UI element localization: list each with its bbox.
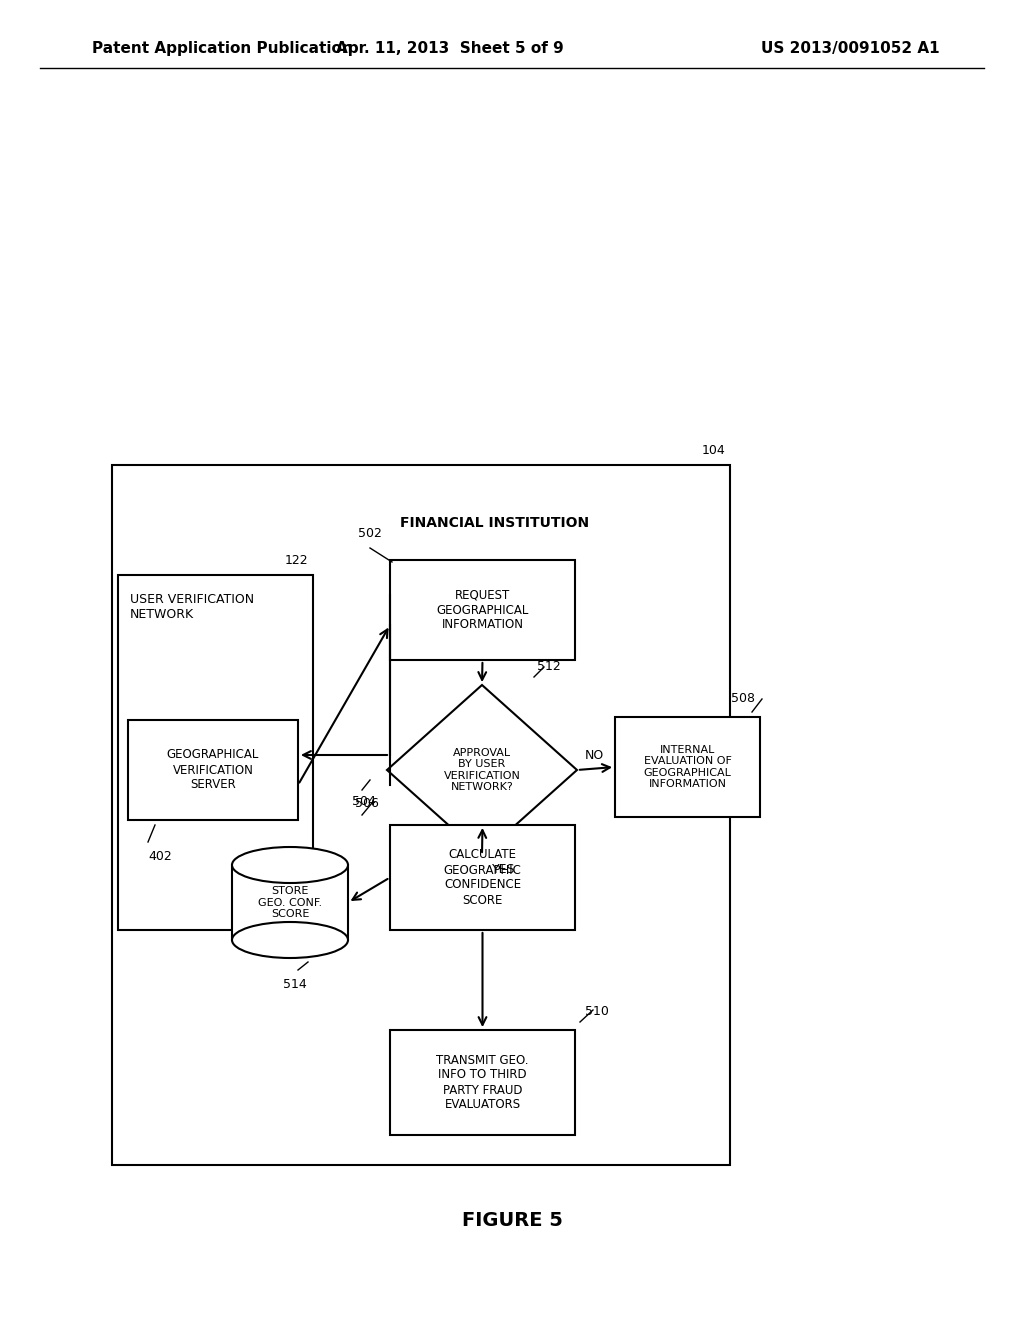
Text: CALCULATE
GEOGRAPHIC
CONFIDENCE
SCORE: CALCULATE GEOGRAPHIC CONFIDENCE SCORE: [443, 849, 521, 907]
Text: TRANSMIT GEO.
INFO TO THIRD
PARTY FRAUD
EVALUATORS: TRANSMIT GEO. INFO TO THIRD PARTY FRAUD …: [436, 1053, 528, 1111]
Polygon shape: [387, 685, 577, 855]
Text: YES: YES: [492, 863, 515, 876]
Text: 104: 104: [701, 444, 725, 457]
Text: FINANCIAL INSTITUTION: FINANCIAL INSTITUTION: [400, 516, 589, 531]
Text: 510: 510: [585, 1005, 609, 1018]
Text: 506: 506: [355, 797, 379, 810]
Text: 508: 508: [731, 692, 755, 705]
Text: 512: 512: [537, 660, 561, 673]
Bar: [390, 560, 575, 660]
Text: NO: NO: [585, 748, 604, 762]
Text: FIGURE 5: FIGURE 5: [462, 1210, 562, 1229]
Ellipse shape: [232, 921, 348, 958]
Bar: [128, 719, 298, 820]
Bar: [615, 717, 760, 817]
Bar: [118, 576, 313, 931]
Text: 402: 402: [148, 850, 172, 863]
Ellipse shape: [232, 847, 348, 883]
Text: REQUEST
GEOGRAPHICAL
INFORMATION: REQUEST GEOGRAPHICAL INFORMATION: [436, 589, 528, 631]
Text: 504: 504: [352, 795, 376, 808]
Text: STORE
GEO. CONF.
SCORE: STORE GEO. CONF. SCORE: [258, 886, 323, 919]
Text: GEOGRAPHICAL
VERIFICATION
SERVER: GEOGRAPHICAL VERIFICATION SERVER: [167, 748, 259, 792]
Text: US 2013/0091052 A1: US 2013/0091052 A1: [762, 41, 940, 55]
Text: USER VERIFICATION
NETWORK: USER VERIFICATION NETWORK: [130, 593, 254, 620]
Text: APPROVAL
BY USER
VERIFICATION
NETWORK?: APPROVAL BY USER VERIFICATION NETWORK?: [443, 747, 520, 792]
Bar: [390, 1030, 575, 1135]
Text: 514: 514: [283, 978, 307, 991]
Text: Apr. 11, 2013  Sheet 5 of 9: Apr. 11, 2013 Sheet 5 of 9: [336, 41, 564, 55]
Bar: [232, 865, 348, 940]
Bar: [112, 465, 730, 1166]
Text: 502: 502: [358, 527, 382, 540]
Text: 122: 122: [285, 554, 308, 568]
Bar: [390, 825, 575, 931]
Text: Patent Application Publication: Patent Application Publication: [92, 41, 352, 55]
Text: INTERNAL
EVALUATION OF
GEOGRAPHICAL
INFORMATION: INTERNAL EVALUATION OF GEOGRAPHICAL INFO…: [643, 744, 731, 789]
